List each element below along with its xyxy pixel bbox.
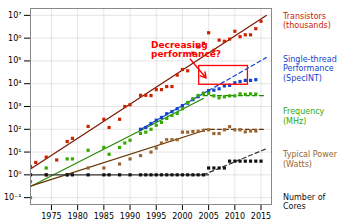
svg-text:10³: 10³ [8,102,21,111]
svg-text:2005: 2005 [198,212,218,221]
svg-text:1990: 1990 [120,212,140,221]
svg-text:1985: 1985 [94,212,114,221]
svg-text:10⁷: 10⁷ [8,11,21,20]
svg-text:10⁰: 10⁰ [8,170,21,179]
svg-text:2000: 2000 [172,212,192,221]
svg-text:2010: 2010 [225,212,245,221]
svg-text:10⁻¹: 10⁻¹ [4,193,22,202]
svg-text:10²: 10² [8,125,21,134]
html-text:Frequency (MHz): Frequency (MHz) [283,107,325,126]
svg-text:1975: 1975 [41,212,61,221]
html-text:Typical Power (Watts): Typical Power (Watts) [283,150,337,169]
html-text:Transistors (thousands): Transistors (thousands) [283,12,331,31]
svg-text:1995: 1995 [146,212,166,221]
svg-text:10⁴: 10⁴ [8,79,21,88]
html-text:Number of Cores: Number of Cores [283,193,326,212]
svg-text:2015: 2015 [251,212,271,221]
svg-text:10⁵: 10⁵ [8,56,21,65]
svg-text:Decreasingperformance?: Decreasingperformance? [151,40,221,59]
svg-text:10¹: 10¹ [8,148,21,157]
svg-text:10⁶: 10⁶ [8,34,21,43]
html-text:Single-thread Performance (Spe: Single-thread Performance (SpecINT) [283,55,337,83]
svg-text:1980: 1980 [67,212,87,221]
